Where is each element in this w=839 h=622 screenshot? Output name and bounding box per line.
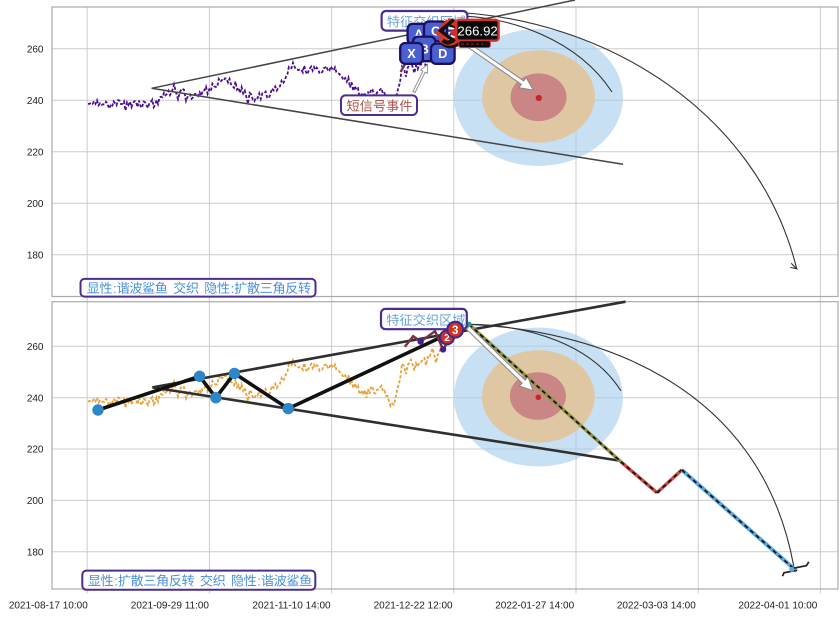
svg-text:2021-09-29 11:00: 2021-09-29 11:00 — [131, 601, 210, 612]
svg-text:2022-04-01 10:00: 2022-04-01 10:00 — [738, 601, 817, 612]
svg-text:240: 240 — [27, 393, 44, 404]
svg-text:200: 200 — [27, 199, 44, 210]
svg-text::: : — [113, 281, 117, 296]
svg-text:2022-01-27 14:00: 2022-01-27 14:00 — [495, 601, 574, 612]
svg-text:220: 220 — [27, 445, 44, 456]
svg-text::: : — [257, 573, 261, 588]
svg-text:220: 220 — [27, 147, 44, 158]
svg-text:260: 260 — [27, 44, 44, 55]
svg-text::: : — [231, 281, 235, 296]
svg-text:C: C — [431, 24, 440, 39]
svg-text:D: D — [438, 46, 447, 61]
svg-text:B: B — [420, 41, 429, 56]
svg-text:2: 2 — [444, 332, 450, 344]
svg-text:180: 180 — [27, 547, 44, 558]
svg-text:260: 260 — [27, 342, 44, 353]
svg-text:2021-12-22 12:00: 2021-12-22 12:00 — [374, 601, 453, 612]
svg-text:X: X — [407, 46, 416, 61]
svg-text:266.92: 266.92 — [457, 24, 497, 39]
svg-text:2022-03-03 14:00: 2022-03-03 14:00 — [617, 601, 696, 612]
svg-text:180: 180 — [27, 250, 44, 261]
svg-text:A: A — [414, 26, 423, 41]
svg-text:200: 200 — [27, 496, 44, 507]
svg-text:3: 3 — [452, 325, 458, 337]
svg-text:2021-08-17 10:00: 2021-08-17 10:00 — [9, 601, 88, 612]
svg-text:240: 240 — [27, 96, 44, 107]
svg-text:2021-11-10 14:00: 2021-11-10 14:00 — [252, 601, 331, 612]
svg-text::: : — [114, 573, 118, 588]
